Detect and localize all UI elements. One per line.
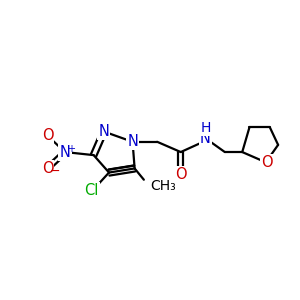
Text: N: N bbox=[98, 124, 109, 139]
Text: N: N bbox=[59, 145, 70, 160]
Text: CH₃: CH₃ bbox=[150, 179, 176, 193]
Text: Cl: Cl bbox=[84, 184, 99, 199]
Text: H: H bbox=[200, 122, 211, 136]
Text: −: − bbox=[50, 165, 60, 178]
Text: N: N bbox=[127, 134, 138, 149]
Text: N: N bbox=[200, 131, 211, 146]
Text: O: O bbox=[42, 161, 53, 176]
Text: O: O bbox=[42, 128, 53, 143]
Text: O: O bbox=[261, 155, 273, 170]
Text: O: O bbox=[175, 167, 187, 182]
Text: +: + bbox=[67, 144, 75, 154]
